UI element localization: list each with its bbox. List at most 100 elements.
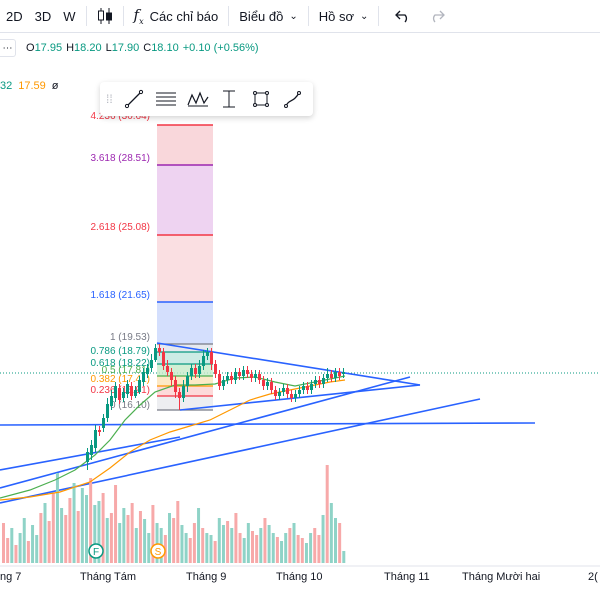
candle — [126, 380, 129, 398]
change-value: +0.10 (+0.56%) — [182, 42, 259, 54]
more-icon[interactable]: ⋯ — [0, 39, 16, 57]
candle — [218, 370, 221, 390]
pattern-tool[interactable] — [184, 86, 212, 112]
drag-handle-icon[interactable]: ⁞⁞ — [106, 92, 113, 106]
volume-bar — [143, 519, 147, 563]
ohlc-legend: ⋯ O 17.95 H 18.20 L 17.90 C 18.10 +0.10 (+0.… — [0, 38, 263, 58]
candle — [270, 378, 273, 394]
volume-bar — [209, 535, 213, 563]
candle — [134, 386, 137, 398]
volume-bar — [64, 515, 68, 563]
candle — [242, 366, 245, 380]
rectangle-icon — [253, 91, 270, 107]
chart-menu-label: Biểu đồ — [239, 8, 284, 24]
volume-bar — [22, 518, 26, 563]
brush-tool[interactable] — [279, 86, 307, 112]
volume-bar — [329, 503, 333, 563]
candle — [310, 380, 313, 394]
undo-button[interactable] — [383, 0, 423, 33]
fib-zone — [157, 302, 213, 344]
toolbar-divider — [307, 6, 309, 26]
interval-3d[interactable]: 3D — [34, 8, 52, 24]
volume-bar — [188, 538, 192, 563]
candle — [322, 374, 325, 388]
trend-line — [156, 342, 421, 386]
time-axis[interactable]: ng 7 Tháng Tám Tháng 9 Tháng 10 Tháng 11… — [0, 571, 598, 583]
volume-bar — [192, 523, 196, 563]
trend-line — [0, 376, 411, 489]
volume-bar — [31, 525, 35, 563]
candle — [294, 390, 297, 402]
candle — [86, 448, 89, 470]
candle — [150, 354, 153, 372]
volume-bar — [76, 511, 80, 563]
interval-2d[interactable]: 2D — [6, 8, 23, 24]
volume-bar — [93, 505, 97, 563]
drawing-toolbar: ⁞⁞ — [100, 82, 313, 116]
price-candles — [86, 344, 345, 470]
candle — [338, 368, 341, 380]
trend-line-tool[interactable] — [120, 86, 148, 112]
volume-bar — [234, 513, 238, 563]
top-toolbar: 2D 3D W fx Các chỉ báo Biểu đồ ⌄ Hồ sơ ⌄ — [0, 0, 600, 33]
volume-bar — [114, 485, 118, 563]
fib-tool[interactable] — [152, 86, 180, 112]
time-axis-label: Tháng Mười hai — [462, 571, 540, 583]
candle — [166, 360, 169, 376]
candle — [142, 368, 145, 386]
shape-tool[interactable] — [247, 86, 275, 112]
event-marker-s[interactable]: S — [150, 543, 166, 559]
candle — [206, 348, 209, 360]
fib-zone — [157, 125, 213, 165]
volume-bar — [317, 535, 321, 563]
candle — [250, 370, 253, 382]
profile-menu-button[interactable]: Hồ sơ ⌄ — [313, 0, 375, 33]
event-marker-f[interactable]: F — [88, 543, 104, 559]
candle — [226, 372, 229, 384]
redo-button[interactable] — [423, 0, 451, 33]
volume-bar — [101, 493, 105, 563]
close-value: 18.10 — [151, 42, 179, 54]
volume-bar — [47, 521, 51, 563]
volume-bar — [35, 535, 39, 563]
candle — [246, 366, 249, 378]
candle — [98, 426, 101, 436]
chart-menu-button[interactable]: Biểu đồ ⌄ — [233, 0, 303, 33]
volume-bar — [72, 483, 76, 563]
volume-bar — [338, 523, 342, 563]
candle — [90, 440, 93, 460]
time-axis-label: Tháng 9 — [186, 571, 226, 583]
volume-bar — [296, 535, 300, 563]
volume-bar — [126, 515, 130, 563]
candle — [314, 376, 317, 388]
time-axis-label: Tháng 10 — [276, 571, 322, 583]
ma-value-3: ø — [51, 80, 59, 92]
volume-bar — [292, 523, 296, 563]
measure-tool[interactable] — [215, 86, 243, 112]
fib-zone — [157, 235, 213, 302]
candle — [334, 368, 337, 382]
candle — [318, 376, 321, 388]
volume-bar — [122, 508, 126, 563]
fib-extension-tool[interactable]: 4.236 (30.64) 3.618 (28.51) 2.618 (25.08… — [91, 111, 214, 411]
trend-line — [0, 422, 536, 426]
candle — [286, 384, 289, 398]
fib-label: 1.618 (21.65) — [91, 290, 151, 301]
toolbar-divider — [85, 6, 87, 26]
ma-slow-line — [0, 379, 346, 501]
volume-bar — [130, 503, 134, 563]
indicators-button[interactable]: fx Các chỉ báo — [128, 0, 225, 33]
candle — [198, 360, 201, 378]
volume-bar — [89, 478, 93, 563]
candle — [118, 384, 121, 404]
volume-bar — [6, 538, 10, 563]
ma-legend: 32 17.59 ø — [0, 80, 59, 92]
fib-label: 0.5 (17.81) — [102, 365, 150, 376]
chart-type-button[interactable] — [91, 0, 119, 33]
fib-label: 0.786 (18.79) — [91, 346, 151, 357]
candle — [94, 425, 97, 452]
interval-w[interactable]: W — [63, 8, 76, 24]
fib-zone — [157, 396, 213, 410]
trend-lines[interactable] — [0, 342, 536, 504]
